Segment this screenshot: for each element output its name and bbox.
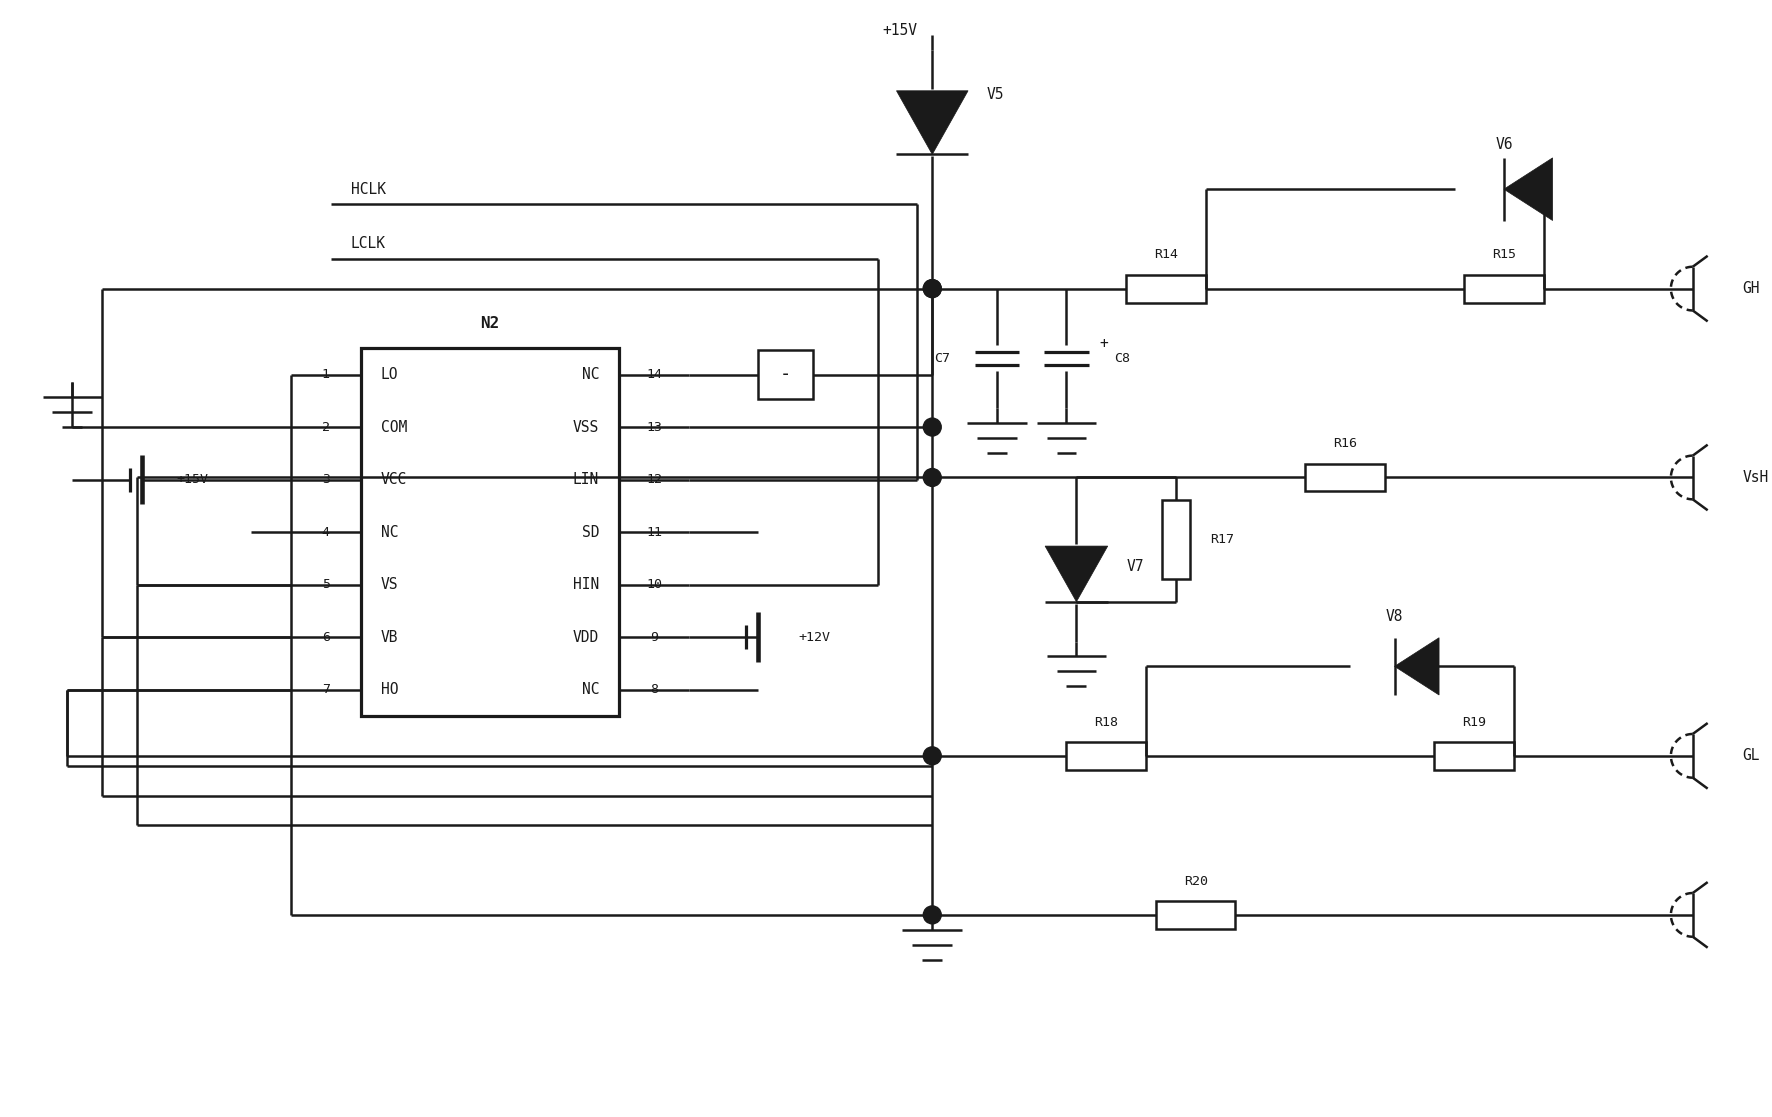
- Circle shape: [923, 418, 941, 436]
- Text: +12V: +12V: [797, 631, 829, 643]
- Polygon shape: [1504, 157, 1552, 220]
- Text: V5: V5: [987, 87, 1005, 103]
- Text: LCLK: LCLK: [351, 237, 386, 251]
- Text: C7: C7: [934, 352, 950, 364]
- Text: R16: R16: [1333, 437, 1357, 450]
- Text: NC: NC: [581, 682, 599, 697]
- Text: LIN: LIN: [572, 472, 599, 487]
- Bar: [361, 349, 618, 716]
- Text: V6: V6: [1496, 137, 1513, 152]
- Bar: [1304, 464, 1384, 491]
- Text: R14: R14: [1154, 248, 1178, 261]
- Polygon shape: [897, 90, 968, 154]
- Text: R17: R17: [1210, 533, 1233, 546]
- Text: 4: 4: [323, 526, 330, 538]
- Text: VsH: VsH: [1742, 470, 1768, 485]
- Bar: [1162, 499, 1189, 580]
- Bar: [1127, 275, 1205, 303]
- Text: GH: GH: [1742, 281, 1760, 296]
- Bar: [758, 350, 813, 400]
- Bar: [1434, 742, 1513, 770]
- Text: HO: HO: [381, 682, 399, 697]
- Bar: [1155, 901, 1235, 929]
- Text: 12: 12: [647, 474, 663, 486]
- Text: +: +: [1099, 336, 1108, 351]
- Text: R18: R18: [1095, 716, 1118, 728]
- Circle shape: [923, 906, 941, 924]
- Text: N2: N2: [480, 316, 500, 331]
- Circle shape: [923, 747, 941, 765]
- Text: VB: VB: [381, 630, 399, 645]
- Text: SD: SD: [581, 525, 599, 540]
- Text: V8: V8: [1386, 609, 1403, 624]
- Text: 10: 10: [647, 579, 663, 591]
- Polygon shape: [1395, 638, 1439, 695]
- Text: R20: R20: [1184, 875, 1209, 888]
- Circle shape: [923, 279, 941, 297]
- Text: 8: 8: [650, 684, 657, 696]
- Text: -: -: [780, 365, 792, 384]
- Text: C8: C8: [1113, 352, 1131, 364]
- Text: 14: 14: [647, 367, 663, 381]
- Text: 3: 3: [323, 474, 330, 486]
- Text: VSS: VSS: [572, 420, 599, 435]
- Text: R19: R19: [1462, 716, 1487, 728]
- Text: 9: 9: [650, 631, 657, 643]
- Text: LO: LO: [381, 367, 399, 382]
- Text: NC: NC: [381, 525, 399, 540]
- Text: 7: 7: [323, 684, 330, 696]
- Circle shape: [923, 468, 941, 486]
- Text: 5: 5: [323, 579, 330, 591]
- Bar: [1464, 275, 1543, 303]
- Bar: [1067, 742, 1146, 770]
- Text: +15V: +15V: [177, 474, 209, 486]
- Text: +15V: +15V: [882, 22, 918, 38]
- Text: V7: V7: [1127, 560, 1143, 574]
- Text: HIN: HIN: [572, 577, 599, 592]
- Text: HCLK: HCLK: [351, 182, 386, 197]
- Text: 6: 6: [323, 631, 330, 643]
- Text: R15: R15: [1492, 248, 1515, 261]
- Polygon shape: [1045, 546, 1108, 602]
- Text: 13: 13: [647, 421, 663, 433]
- Text: NC: NC: [581, 367, 599, 382]
- Text: 11: 11: [647, 526, 663, 538]
- Text: VS: VS: [381, 577, 399, 592]
- Text: GL: GL: [1742, 748, 1760, 763]
- Text: 2: 2: [323, 421, 330, 433]
- Text: 1: 1: [323, 367, 330, 381]
- Circle shape: [923, 279, 941, 297]
- Text: COM: COM: [381, 420, 408, 435]
- Text: VDD: VDD: [572, 630, 599, 645]
- Text: VCC: VCC: [381, 472, 408, 487]
